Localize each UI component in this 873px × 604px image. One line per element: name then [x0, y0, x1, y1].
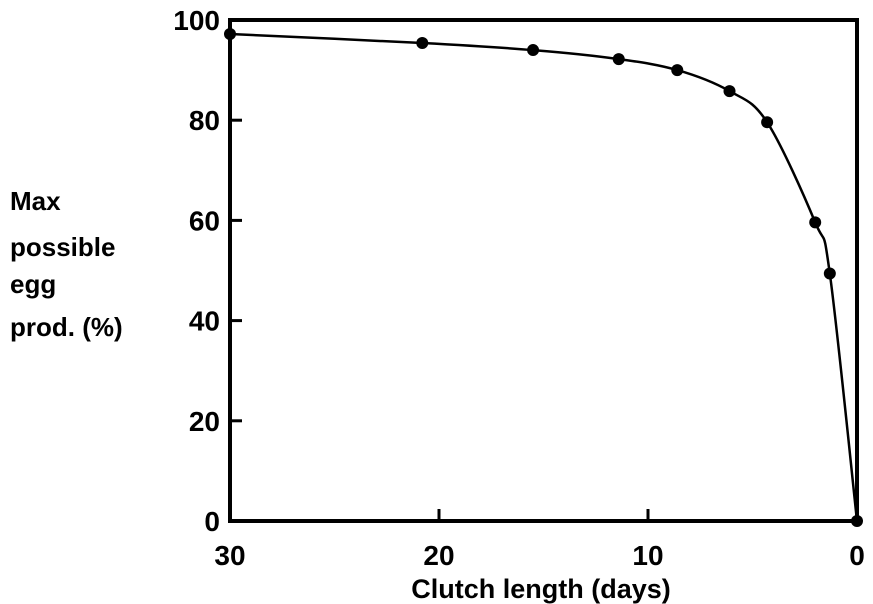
x-axis-label: Clutch length (days) — [411, 574, 671, 604]
data-point — [612, 53, 625, 66]
x-axis-ticks: 30 20 10 0 — [214, 509, 865, 571]
x-tick-label: 30 — [214, 540, 245, 571]
plot-frame — [228, 18, 859, 523]
series-group — [224, 28, 863, 527]
x-tick-label: 10 — [632, 540, 663, 571]
data-point — [761, 116, 774, 129]
data-point — [671, 64, 684, 77]
data-point — [527, 44, 540, 57]
data-point — [723, 85, 736, 98]
data-point — [416, 37, 429, 50]
y-tick-label: 20 — [189, 406, 220, 437]
y-tick-label: 80 — [189, 105, 220, 136]
y-tick-label: 40 — [189, 306, 220, 337]
series-line — [229, 32, 859, 522]
y-tick-label: 100 — [173, 5, 220, 36]
y-axis-label-line-4: prod. (%) — [10, 312, 123, 342]
y-tick-label: 0 — [204, 506, 220, 537]
data-point — [809, 216, 822, 229]
y-axis-label-line-1: Max — [10, 186, 61, 216]
x-tick-label: 20 — [423, 540, 454, 571]
y-axis-label-line-3: egg — [10, 269, 57, 299]
data-point — [823, 267, 836, 280]
x-tick-label: 0 — [849, 540, 865, 571]
y-axis-label-line-2: possible — [10, 232, 116, 262]
y-tick-label: 60 — [189, 205, 220, 236]
